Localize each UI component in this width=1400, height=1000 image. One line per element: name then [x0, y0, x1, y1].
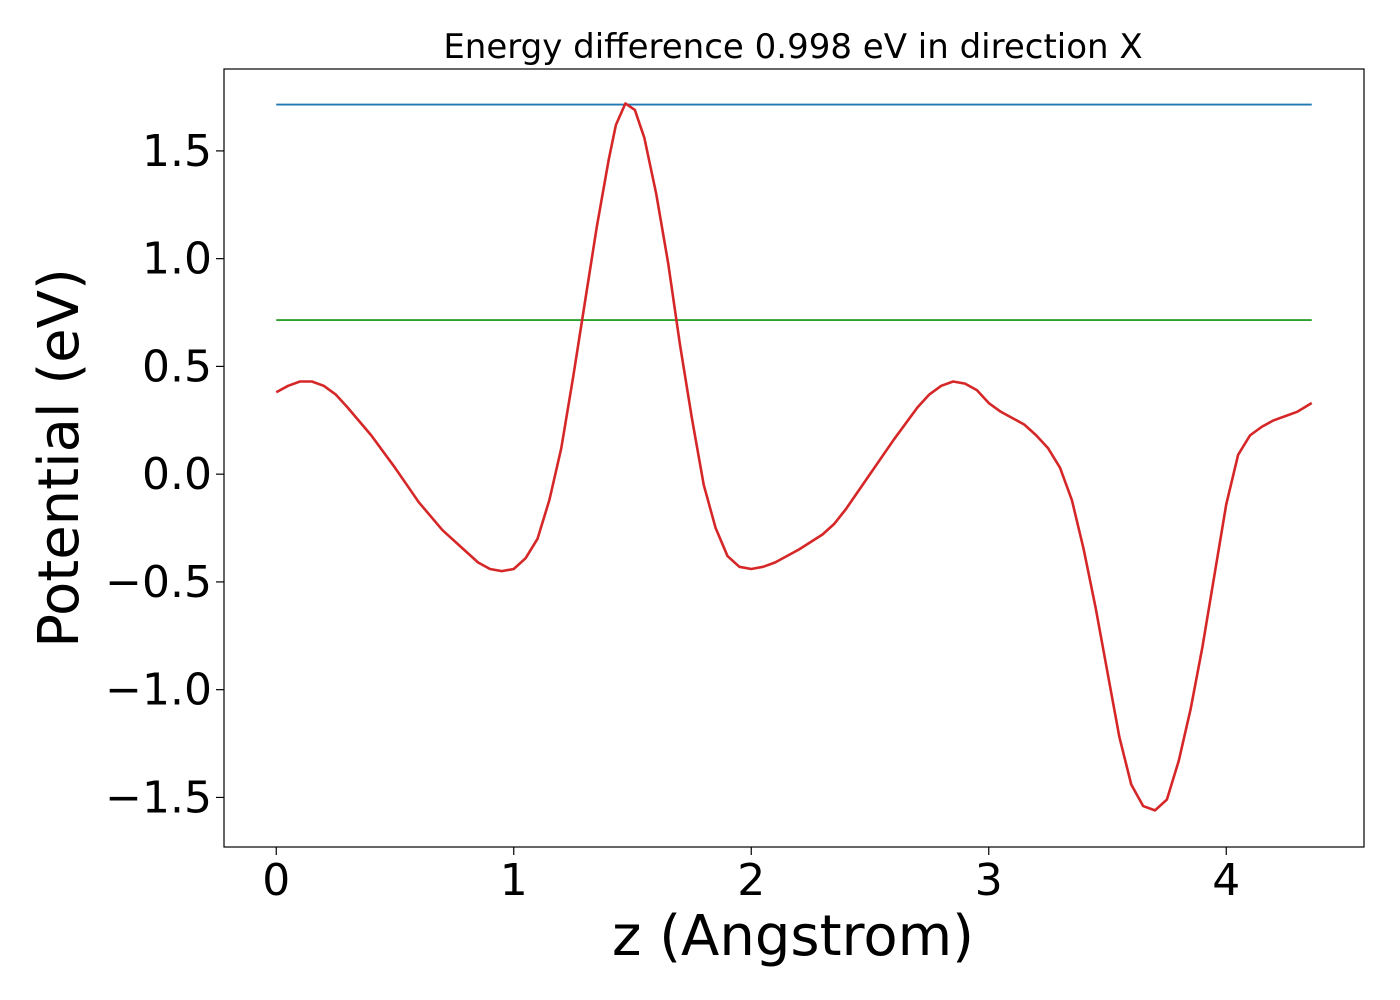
x-ticks: 0 1 2 3 4: [262, 847, 1240, 906]
x-axis-label: z (Angstrom): [612, 904, 974, 969]
x-tick-label: 0: [262, 855, 290, 906]
y-tick-label: −1.0: [105, 665, 212, 716]
y-tick-label: 0.5: [142, 341, 212, 392]
y-tick-label: 1.5: [142, 126, 212, 177]
y-axis-label: Potential (eV): [27, 268, 92, 648]
potential-line: [275, 102, 1313, 812]
x-tick-label: 3: [975, 855, 1003, 906]
x-tick-label: 1: [500, 855, 528, 906]
y-tick-label: 1.0: [142, 234, 212, 285]
y-ticks: −1.5 −1.0 −0.5 0.0 0.5 1.0 1.5: [105, 126, 224, 823]
chart-title: Energy difference 0.998 eV in direction …: [443, 27, 1142, 67]
y-tick-label: 0.0: [142, 449, 212, 500]
series-layer: [275, 102, 1313, 812]
y-tick-label: −0.5: [105, 557, 212, 608]
plot-frame: [223, 68, 1365, 848]
x-tick-label: 2: [737, 855, 765, 906]
x-tick-label: 4: [1212, 855, 1240, 906]
y-tick-label: −1.5: [105, 772, 212, 823]
